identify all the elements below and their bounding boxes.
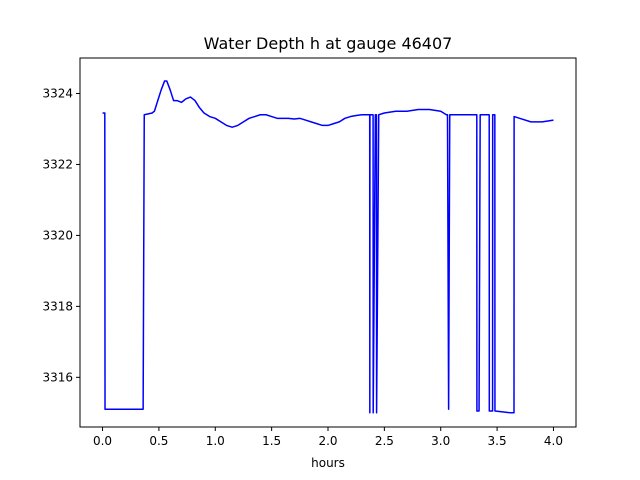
plot-frame <box>79 57 577 428</box>
x-axis-label: hours <box>311 456 345 470</box>
x-tick-label: 4.0 <box>544 434 563 448</box>
x-tick-label: 3.0 <box>431 434 450 448</box>
y-tick-label: 3318 <box>42 299 73 313</box>
y-tick-label: 3320 <box>42 228 73 242</box>
x-tick-label: 2.0 <box>318 434 337 448</box>
y-tick-label: 3324 <box>42 86 73 100</box>
x-tick-label: 1.5 <box>262 434 281 448</box>
x-axis: 0.0 0.5 1.0 1.5 2.0 2.5 3.0 3.5 4.0 <box>93 427 563 448</box>
plot-area <box>102 80 554 414</box>
x-tick-label: 0.0 <box>93 434 112 448</box>
x-tick-label: 2.5 <box>375 434 394 448</box>
x-tick-label: 1.0 <box>206 434 225 448</box>
x-tick-label: 0.5 <box>149 434 168 448</box>
y-tick-label: 3322 <box>42 157 73 171</box>
y-tick-label: 3316 <box>42 370 73 384</box>
series-line-0 <box>102 80 554 414</box>
y-axis: 3316 3318 3320 3322 3324 <box>42 86 80 384</box>
chart-title: Water Depth h at gauge 46407 <box>204 34 453 53</box>
x-tick-label: 3.5 <box>488 434 507 448</box>
